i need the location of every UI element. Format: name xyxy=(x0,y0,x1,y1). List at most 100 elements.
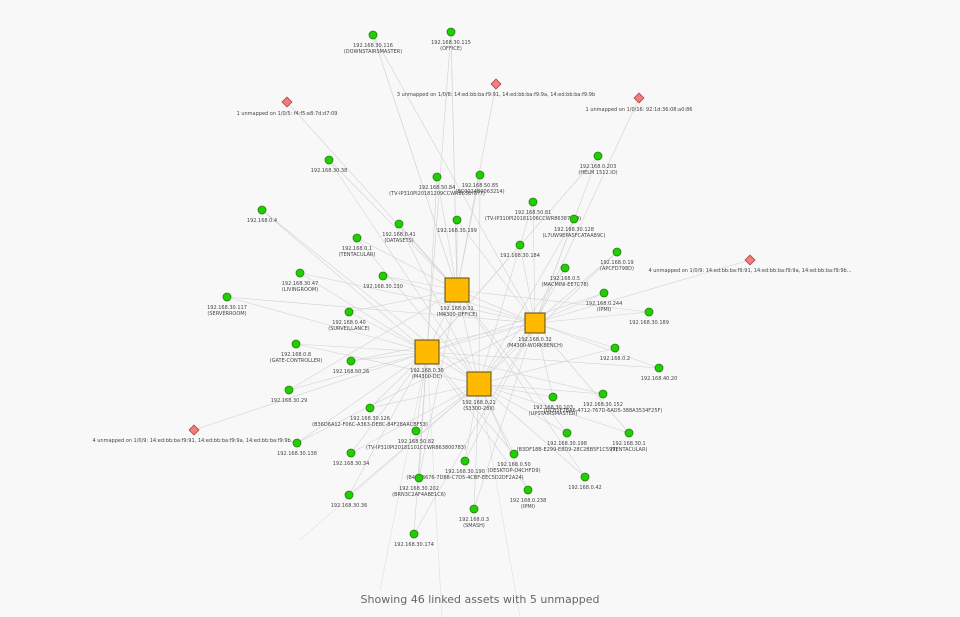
device-node[interactable]: 192.168.50.85(BC0024B0063214) xyxy=(455,170,505,195)
device-circle-icon[interactable] xyxy=(324,155,334,165)
switch-node[interactable]: 192.168.0.21(S3300-28X) xyxy=(462,371,496,412)
unmapped-marker[interactable]: 4 unmapped on 1/0/9: 14:ed:bb:ba:f9:91, … xyxy=(648,254,852,274)
device-node[interactable]: 192.168.0.40(SURVEILLANCE) xyxy=(328,307,370,332)
device-circle-icon[interactable] xyxy=(475,170,485,180)
device-circle-icon[interactable] xyxy=(569,214,579,224)
device-circle-icon[interactable] xyxy=(612,247,622,257)
device-circle-icon[interactable] xyxy=(624,428,634,438)
unmapped-diamond-icon[interactable] xyxy=(281,96,293,108)
device-node[interactable]: 192.168.30.152(DCB1F7BA6-4712-767D-6AD5-… xyxy=(544,389,663,414)
device-circle-icon[interactable] xyxy=(654,363,664,373)
device-node[interactable]: 192.168.30.126(B36D6A12-F06C-A363-DE8C-8… xyxy=(312,403,428,428)
device-node[interactable]: 192.168.30.190(B4C8B676-7D88-C7D5-4CBF-E… xyxy=(406,456,524,481)
device-circle-icon[interactable] xyxy=(598,389,608,399)
device-node[interactable]: 192.168.30.38 xyxy=(311,155,348,174)
device-node[interactable]: 192.168.0.8(GATE-CONTROLLER) xyxy=(270,339,323,364)
device-circle-icon[interactable] xyxy=(610,343,620,353)
device-node[interactable]: 192.168.30.189 xyxy=(629,307,669,326)
device-node[interactable]: 192.168.0.203(HELM 1512.IO) xyxy=(578,151,618,176)
device-node[interactable]: 192.168.0.244(IPMI) xyxy=(586,288,623,313)
device-circle-icon[interactable] xyxy=(515,240,525,250)
device-node[interactable]: 192.168.30.103(UPSTAIRSMASTER) xyxy=(529,392,578,417)
unmapped-marker[interactable]: 1 unmapped on 1/0/16: 92:1d:36:08:a0:86 xyxy=(586,92,693,113)
device-circle-icon[interactable] xyxy=(452,215,462,225)
device-node[interactable]: 192.168.30.198(B3DF18B-E299-E8D9-28C2BB5… xyxy=(517,428,618,453)
device-circle-icon[interactable] xyxy=(378,271,388,281)
device-node[interactable]: 192.168.30.174 xyxy=(394,529,434,548)
device-node[interactable]: 192.168.40.20 xyxy=(641,363,678,382)
unmapped-marker[interactable]: 1 unmapped on 1/0/5: f4:f5:e8:7d:d7:09 xyxy=(237,96,338,117)
device-node[interactable]: 192.168.0.42 xyxy=(568,472,602,491)
device-node[interactable]: 192.168.30.47(LIVINGROOM) xyxy=(282,268,319,293)
device-node[interactable]: 192.168.30.1(TENTACULAR) xyxy=(611,428,648,453)
device-circle-icon[interactable] xyxy=(365,403,375,413)
device-node[interactable]: 192.168.0.2 xyxy=(600,343,630,362)
device-circle-icon[interactable] xyxy=(352,233,362,243)
switch-node[interactable]: 192.168.0.32(M4300-WORKBENCH) xyxy=(507,312,563,349)
device-circle-icon[interactable] xyxy=(599,288,609,298)
device-node[interactable]: 192.168.30.116(DOWNSTAIRSMASTER) xyxy=(344,30,402,55)
device-node[interactable]: 192.168.30.36 xyxy=(331,490,368,509)
device-node[interactable]: 192.168.30.29 xyxy=(271,385,308,404)
device-node[interactable]: 192.168.0.4 xyxy=(247,205,277,224)
device-circle-icon[interactable] xyxy=(523,485,533,495)
device-node[interactable]: 192.168.0.50(DESKTOP-O4CHFD9) xyxy=(487,449,541,474)
device-circle-icon[interactable] xyxy=(284,385,294,395)
device-circle-icon[interactable] xyxy=(460,456,470,466)
switch-square-icon[interactable] xyxy=(524,312,546,334)
device-circle-icon[interactable] xyxy=(414,473,424,483)
device-circle-icon[interactable] xyxy=(560,263,570,273)
device-circle-icon[interactable] xyxy=(344,490,354,500)
device-node[interactable]: 192.168.30.117(SERVERROOM) xyxy=(207,292,247,317)
device-circle-icon[interactable] xyxy=(295,268,305,278)
device-node[interactable]: 192.168.30.199 xyxy=(437,215,477,234)
device-node[interactable]: 192.168.30.202(BRN3C2AF4ABE1C6) xyxy=(392,473,446,498)
unmapped-marker[interactable]: 3 unmapped on 1/0/8: 14:ed:bb:ba:f9:91, … xyxy=(397,78,595,98)
device-circle-icon[interactable] xyxy=(346,356,356,366)
device-node[interactable]: 192.168.50.26 xyxy=(333,356,370,375)
device-node[interactable]: 192.168.0.1(TENTACULAR) xyxy=(339,233,376,258)
device-circle-icon[interactable] xyxy=(580,472,590,482)
device-circle-icon[interactable] xyxy=(446,27,456,37)
device-circle-icon[interactable] xyxy=(346,448,356,458)
unmapped-diamond-icon[interactable] xyxy=(188,424,200,436)
device-circle-icon[interactable] xyxy=(509,449,519,459)
device-circle-icon[interactable] xyxy=(469,504,479,514)
unmapped-diamond-icon[interactable] xyxy=(633,92,645,104)
device-circle-icon[interactable] xyxy=(222,292,232,302)
switch-node[interactable]: 192.168.0.31(M4300-OFFICE) xyxy=(437,277,478,318)
device-node[interactable]: 192.168.30.128(L7UW9EPASFCATAA89C) xyxy=(542,214,606,239)
device-node[interactable]: 192.168.0.19(APCFD798D) xyxy=(600,247,634,272)
device-circle-icon[interactable] xyxy=(394,219,404,229)
device-circle-icon[interactable] xyxy=(548,392,558,402)
switch-square-icon[interactable] xyxy=(414,339,440,365)
device-node[interactable]: 192.168.30.138 xyxy=(277,438,317,457)
device-circle-icon[interactable] xyxy=(432,172,442,182)
device-node[interactable]: 192.168.0.238(IPMI) xyxy=(510,485,547,510)
device-circle-icon[interactable] xyxy=(291,339,301,349)
device-node[interactable]: 192.168.50.84(TV-IP310PI20181209CCWR8638… xyxy=(389,172,485,197)
device-circle-icon[interactable] xyxy=(644,307,654,317)
device-node[interactable]: 192.168.50.81(TV-IP310PI20181106CCWR8638… xyxy=(485,197,581,222)
device-node[interactable]: 192.168.0.3(SMASH) xyxy=(459,504,489,529)
device-circle-icon[interactable] xyxy=(344,307,354,317)
device-node[interactable]: 192.168.30.34 xyxy=(333,448,370,467)
device-circle-icon[interactable] xyxy=(257,205,267,215)
device-circle-icon[interactable] xyxy=(411,426,421,436)
switch-square-icon[interactable] xyxy=(444,277,470,303)
unmapped-marker[interactable]: 4 unmapped on 1/0/9: 14:ed:bb:ba:f9:91, … xyxy=(92,424,296,444)
device-circle-icon[interactable] xyxy=(593,151,603,161)
device-circle-icon[interactable] xyxy=(562,428,572,438)
device-circle-icon[interactable] xyxy=(409,529,419,539)
device-node[interactable]: 192.168.30.115(OFFICE) xyxy=(431,27,471,52)
unmapped-diamond-icon[interactable] xyxy=(744,254,756,266)
device-node[interactable]: 192.168.0.41(DATASETS) xyxy=(382,219,416,244)
device-node[interactable]: 192.168.30.184 xyxy=(500,240,540,259)
device-node[interactable]: 192.168.50.82(TV-IP310PI20181101CCWR8638… xyxy=(366,426,466,451)
device-circle-icon[interactable] xyxy=(528,197,538,207)
unmapped-diamond-icon[interactable] xyxy=(490,78,502,90)
device-circle-icon[interactable] xyxy=(292,438,302,448)
device-node[interactable]: 192.168.0.5(MACMINI-EE7C78) xyxy=(541,263,589,288)
device-node[interactable]: 192.168.30.130 xyxy=(363,271,403,290)
